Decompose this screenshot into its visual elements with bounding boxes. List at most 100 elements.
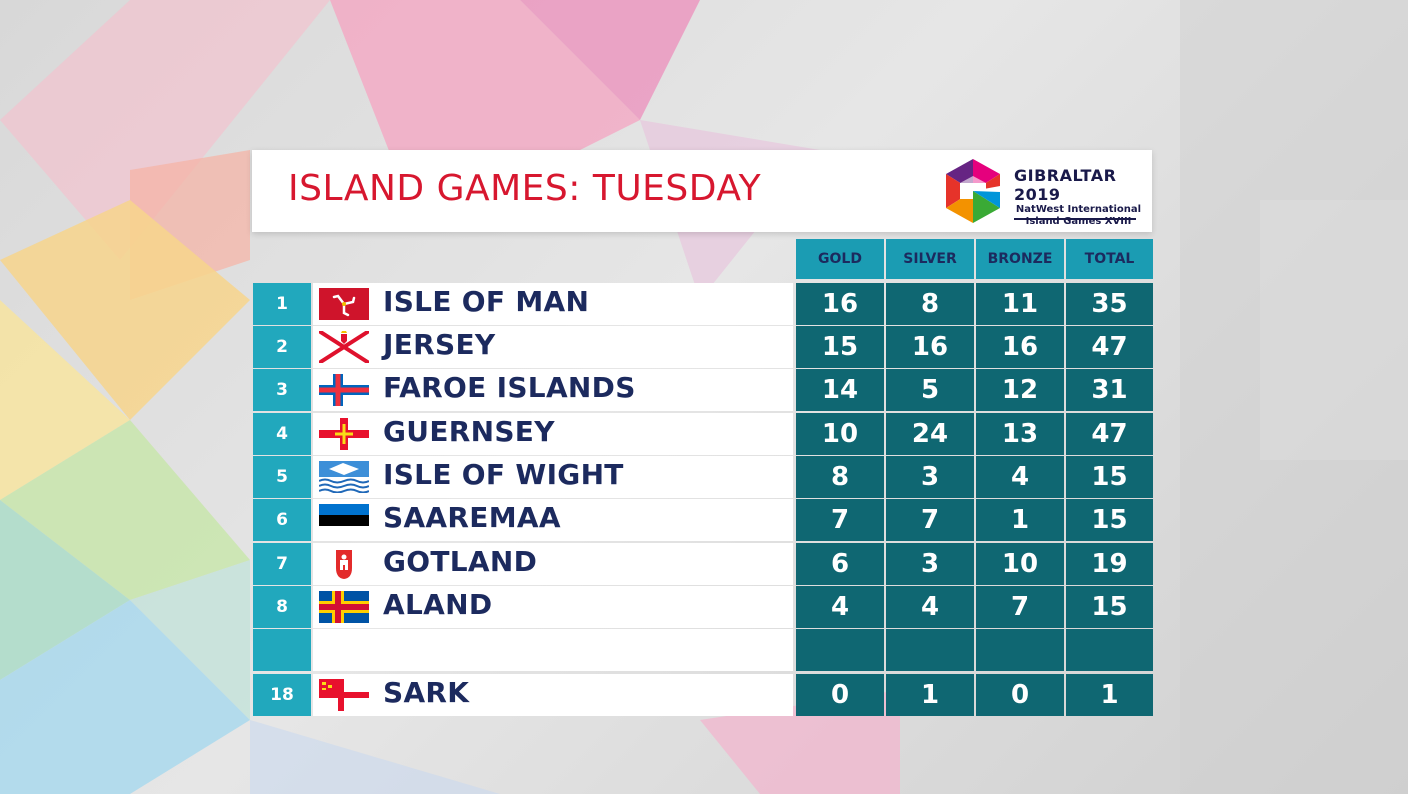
- header-bronze: BRONZE: [976, 239, 1064, 279]
- silver-count: 1: [886, 674, 974, 716]
- rank-cell: 18: [253, 674, 311, 716]
- aland-flag-icon: [319, 591, 369, 623]
- table-row-gap: [253, 629, 1153, 671]
- bronze-count: 7: [976, 586, 1064, 628]
- bronze-count: 10: [976, 543, 1064, 585]
- logo-text: GIBRALTAR 2019 NatWest International Isl…: [1014, 166, 1143, 228]
- team-name: ISLE OF WIGHT: [383, 458, 624, 491]
- rank-cell: 1: [253, 283, 311, 325]
- bronze-count: 12: [976, 369, 1064, 411]
- team-cell: ISLE OF WIGHT: [313, 456, 793, 498]
- table-row-faroe-islands: 3 FAROE ISLANDS 14 5 12 31: [253, 369, 1153, 411]
- team-name: GUERNSEY: [383, 415, 555, 448]
- gold-count: 10: [796, 413, 884, 455]
- logo-rule: [1014, 218, 1136, 220]
- gotland-flag-icon: [319, 548, 369, 580]
- total-count: 15: [1066, 586, 1153, 628]
- rank-cell: 3: [253, 369, 311, 411]
- silver-count: 16: [886, 326, 974, 368]
- rank-cell: 7: [253, 543, 311, 585]
- guernsey-flag-icon: [319, 418, 369, 450]
- team-name: ALAND: [383, 588, 493, 621]
- rank-cell: 4: [253, 413, 311, 455]
- bronze-count: 13: [976, 413, 1064, 455]
- total-count: 47: [1066, 326, 1153, 368]
- silver-count: 4: [886, 586, 974, 628]
- isle-of-man-flag-icon: [319, 288, 369, 320]
- gold-count: 0: [796, 674, 884, 716]
- total-count: 31: [1066, 369, 1153, 411]
- table-row-jersey: 2 JERSEY 15 16 16 47: [253, 326, 1153, 368]
- silver-count: [886, 629, 974, 671]
- total-count: [1066, 629, 1153, 671]
- team-name: SARK: [383, 676, 470, 709]
- header-total: TOTAL: [1066, 239, 1153, 279]
- rank-cell: 5: [253, 456, 311, 498]
- team-cell: GUERNSEY: [313, 413, 793, 455]
- silver-count: 8: [886, 283, 974, 325]
- bronze-count: 0: [976, 674, 1064, 716]
- gold-count: 7: [796, 499, 884, 541]
- isle-of-wight-flag-icon: [319, 461, 369, 493]
- gold-count: [796, 629, 884, 671]
- gold-count: 16: [796, 283, 884, 325]
- table-row-isle-of-man: 1 ISLE OF MAN 16 8 11 35: [253, 283, 1153, 325]
- bronze-count: 4: [976, 456, 1064, 498]
- team-cell: JERSEY: [313, 326, 793, 368]
- team-cell: SAAREMAA: [313, 499, 793, 541]
- rank-cell: [253, 629, 311, 671]
- gold-count: 14: [796, 369, 884, 411]
- team-cell: ISLE OF MAN: [313, 283, 793, 325]
- total-count: 15: [1066, 499, 1153, 541]
- total-count: 47: [1066, 413, 1153, 455]
- team-name: JERSEY: [383, 328, 496, 361]
- gibraltar-2019-logo: GIBRALTAR 2019 NatWest International Isl…: [938, 156, 1143, 228]
- team-cell: GOTLAND: [313, 543, 793, 585]
- rank-cell: 8: [253, 586, 311, 628]
- empty-flag-slot: [319, 634, 369, 666]
- saaremaa-flag-icon: [319, 504, 369, 536]
- table-row-sark: 18 SARK 0 1 0 1: [253, 674, 1153, 716]
- total-count: 15: [1066, 456, 1153, 498]
- team-cell: [313, 629, 793, 671]
- jersey-flag-icon: [319, 331, 369, 363]
- team-name: FAROE ISLANDS: [383, 371, 636, 404]
- silver-count: 3: [886, 456, 974, 498]
- rank-cell: 2: [253, 326, 311, 368]
- table-row-aland: 8 ALAND 4 4 7 15: [253, 586, 1153, 628]
- total-count: 19: [1066, 543, 1153, 585]
- team-name: GOTLAND: [383, 545, 538, 578]
- header-gold: GOLD: [796, 239, 884, 279]
- team-cell: ALAND: [313, 586, 793, 628]
- gold-count: 8: [796, 456, 884, 498]
- team-name: SAAREMAA: [383, 501, 561, 534]
- logo-line-3: Island Games XVIII: [1025, 216, 1132, 227]
- sark-flag-icon: [319, 679, 369, 711]
- logo-line-2: NatWest International: [1015, 204, 1142, 215]
- bronze-count: 16: [976, 326, 1064, 368]
- page-title: ISLAND GAMES: TUESDAY: [288, 168, 762, 209]
- title-bar: ISLAND GAMES: TUESDAY GIBRALTAR 2019 Nat…: [252, 150, 1152, 232]
- bronze-count: 1: [976, 499, 1064, 541]
- silver-count: 7: [886, 499, 974, 541]
- team-cell: FAROE ISLANDS: [313, 369, 793, 411]
- silver-count: 5: [886, 369, 974, 411]
- silver-count: 24: [886, 413, 974, 455]
- logo-line-1: GIBRALTAR 2019: [1014, 166, 1117, 204]
- team-cell: SARK: [313, 674, 793, 716]
- table-row-isle-of-wight: 5 ISLE OF WIGHT 8 3 4 15: [253, 456, 1153, 498]
- faroe-islands-flag-icon: [319, 374, 369, 406]
- bronze-count: [976, 629, 1064, 671]
- table-row-gotland: 7 GOTLAND 6 3 10 19: [253, 543, 1153, 585]
- silver-count: 3: [886, 543, 974, 585]
- gold-count: 15: [796, 326, 884, 368]
- header-silver: SILVER: [886, 239, 974, 279]
- gold-count: 6: [796, 543, 884, 585]
- team-name: ISLE OF MAN: [383, 285, 590, 318]
- gold-count: 4: [796, 586, 884, 628]
- table-row-guernsey: 4 GUERNSEY 10 24 13 47: [253, 413, 1153, 455]
- total-count: 35: [1066, 283, 1153, 325]
- table-row-saaremaa: 6 SAAREMAA 7 7 1 15: [253, 499, 1153, 541]
